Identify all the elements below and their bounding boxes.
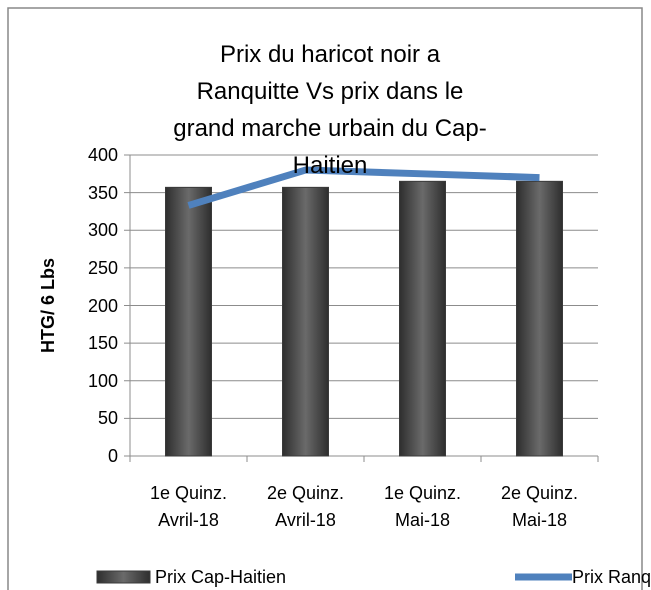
- y-axis-label: HTG/ 6 Lbs: [37, 257, 58, 353]
- y-tick-label: 250: [87, 257, 118, 278]
- y-tick-label: 200: [87, 295, 118, 316]
- bar: [282, 186, 329, 457]
- chart-title: Prix du haricot noir a Ranquitte Vs prix…: [173, 41, 487, 179]
- x-tick-label: 2e Quinz. Avril-18: [266, 483, 345, 530]
- x-tick-label: 1e Quinz. Mai-18: [383, 483, 462, 530]
- y-tick-label: 0: [107, 446, 118, 466]
- legend-label: Prix Ranquitte: [572, 567, 651, 587]
- x-tick-label: 2e Quinz. Mai-18: [500, 483, 579, 530]
- y-tick-label: 150: [87, 333, 118, 354]
- bar: [399, 180, 446, 457]
- bar: [165, 186, 212, 457]
- y-tick-label: 50: [97, 408, 118, 429]
- line: [187, 166, 540, 209]
- x-tick-label: 1e Quinz. Avril-18: [149, 483, 228, 530]
- y-tick-label: 300: [87, 220, 118, 241]
- legend-swatch: [96, 570, 151, 584]
- y-tick-label: 100: [87, 370, 118, 391]
- y-tick-label: 350: [87, 182, 118, 203]
- legend-label: Prix Cap-Haitien: [155, 567, 287, 587]
- y-tick-label: 400: [87, 145, 118, 165]
- chart-frame: [7, 7, 643, 590]
- bar: [516, 180, 563, 457]
